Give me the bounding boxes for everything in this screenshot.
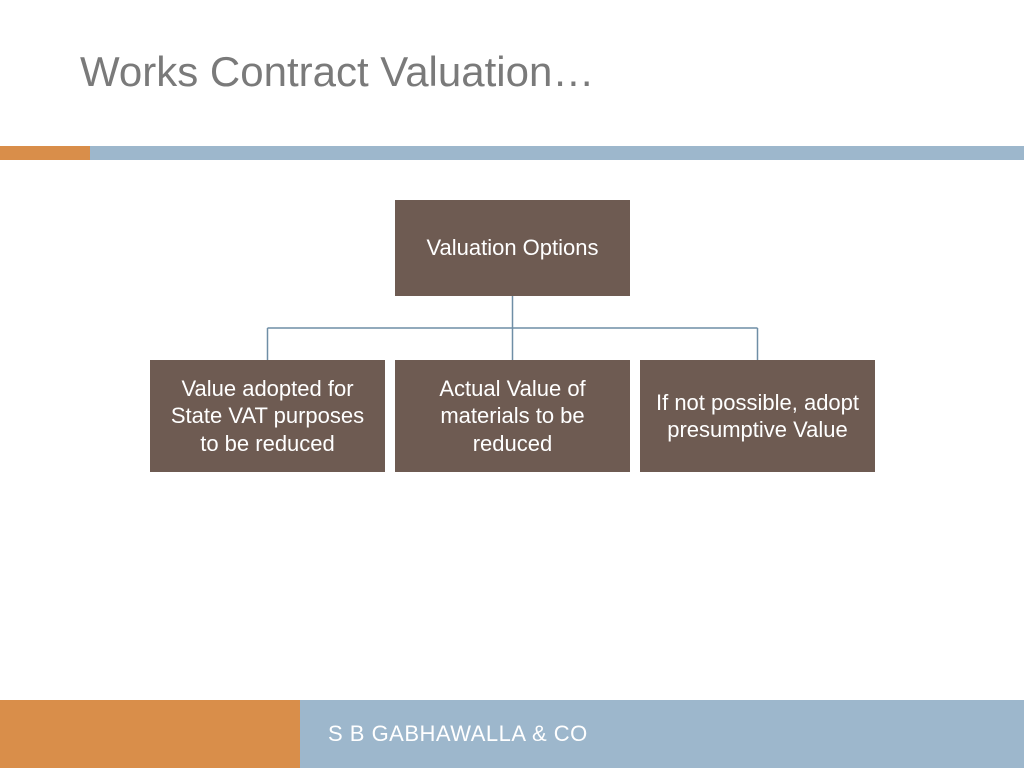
footer-orange xyxy=(0,700,300,768)
org-tree: Valuation OptionsValue adopted for State… xyxy=(0,200,1024,560)
tree-child-node: Actual Value of materials to be reduced xyxy=(395,360,630,472)
divider-orange xyxy=(0,146,90,160)
footer-text: S B GABHAWALLA & CO xyxy=(328,721,588,747)
footer-blue: S B GABHAWALLA & CO xyxy=(300,700,1024,768)
tree-root-node: Valuation Options xyxy=(395,200,630,296)
divider-blue xyxy=(90,146,1024,160)
slide-title: Works Contract Valuation… xyxy=(80,48,594,96)
footer-bar: S B GABHAWALLA & CO xyxy=(0,700,1024,768)
tree-child-node: If not possible, adopt presumptive Value xyxy=(640,360,875,472)
slide: Works Contract Valuation… Valuation Opti… xyxy=(0,0,1024,768)
divider-bar xyxy=(0,146,1024,160)
tree-child-node: Value adopted for State VAT purposes to … xyxy=(150,360,385,472)
